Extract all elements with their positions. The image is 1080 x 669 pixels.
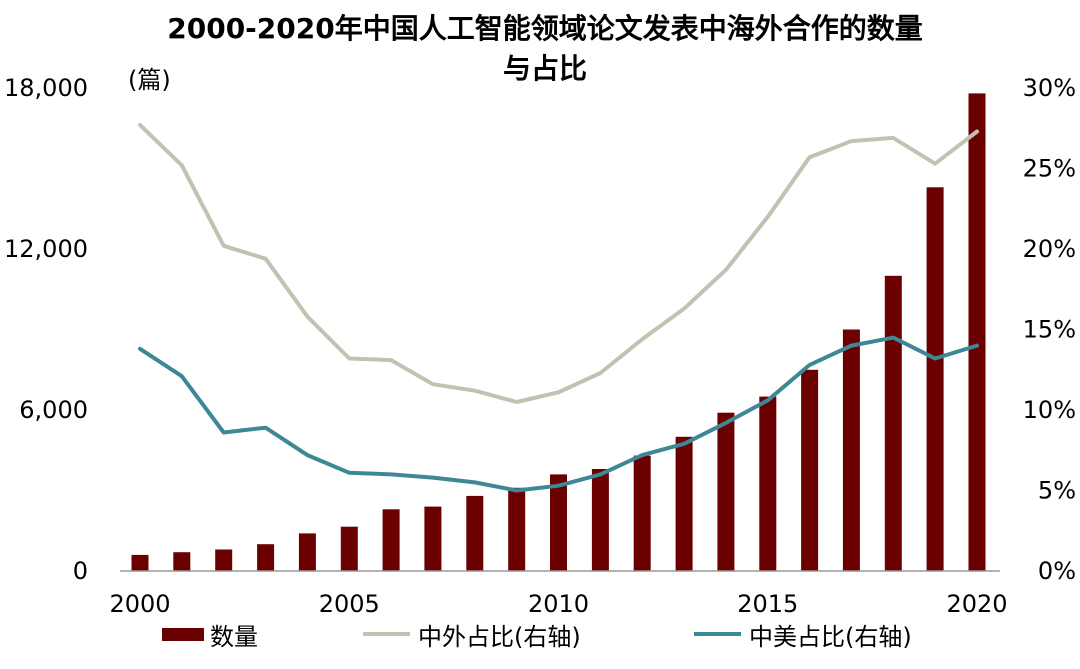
chart-title-line-2: 与占比 <box>503 52 587 85</box>
bar-2013 <box>675 436 693 571</box>
bar-2010 <box>550 474 567 571</box>
bar-2018 <box>884 275 902 571</box>
bar-2017 <box>842 329 860 571</box>
right-tick-label: 30% <box>1023 74 1076 102</box>
left-tick-label: 0 <box>73 557 88 585</box>
right-tick-label: 0% <box>1038 557 1076 585</box>
line-cn-us <box>138 335 979 493</box>
bar-2012 <box>633 455 651 571</box>
bar-2002 <box>215 549 233 571</box>
bar-2011 <box>591 469 609 571</box>
chart-title-line-1: 2000-2020年中国人工智能领域论文发表中海外合作的数量 <box>167 12 922 45</box>
bar-2015 <box>759 396 777 571</box>
bar-2009 <box>508 487 526 571</box>
bar-2000 <box>131 554 149 571</box>
legend-label-cn-us: 中美占比(右轴) <box>749 623 912 651</box>
bar-2004 <box>298 533 316 571</box>
legend: 数量 中外占比(右轴) 中美占比(右轴) <box>162 623 912 651</box>
x-tick-label: 2020 <box>946 590 1007 618</box>
bar-2001 <box>173 552 191 571</box>
x-tick-label: 2000 <box>109 590 170 618</box>
legend-label-count: 数量 <box>210 623 258 651</box>
left-axis-ticks: 0 6,000 12,000 18,000 <box>4 74 88 585</box>
bar-2020 <box>968 93 986 572</box>
line-series-group <box>138 123 979 493</box>
right-tick-label: 10% <box>1023 396 1076 424</box>
bar-2006 <box>382 509 400 571</box>
x-tick-label: 2005 <box>319 590 380 618</box>
bar-series-count <box>131 93 986 572</box>
right-tick-label: 25% <box>1023 155 1076 183</box>
legend-label-cn-foreign: 中外占比(右轴) <box>418 623 581 651</box>
right-tick-label: 20% <box>1023 235 1076 263</box>
bar-2008 <box>466 495 484 571</box>
legend-swatch-count <box>162 628 204 641</box>
bar-2007 <box>424 506 442 571</box>
left-tick-label: 12,000 <box>4 235 88 263</box>
left-axis-unit: (篇) <box>128 66 171 94</box>
left-tick-label: 6,000 <box>19 396 88 424</box>
bar-2003 <box>257 544 275 571</box>
bar-2016 <box>801 369 819 572</box>
bar-2005 <box>340 526 358 571</box>
bar-2014 <box>717 412 735 571</box>
left-tick-label: 18,000 <box>4 74 88 102</box>
x-tick-label: 2015 <box>737 590 798 618</box>
x-tick-label: 2010 <box>528 590 589 618</box>
right-tick-label: 5% <box>1038 477 1076 505</box>
bar-2019 <box>926 187 944 572</box>
line-cn-foreign <box>138 123 979 404</box>
right-axis-ticks: 0% 5% 10% 15% 20% 25% 30% <box>1023 74 1076 585</box>
right-tick-label: 15% <box>1023 316 1076 344</box>
x-axis-ticks: 2000 2005 2010 2015 2020 <box>109 590 1007 618</box>
